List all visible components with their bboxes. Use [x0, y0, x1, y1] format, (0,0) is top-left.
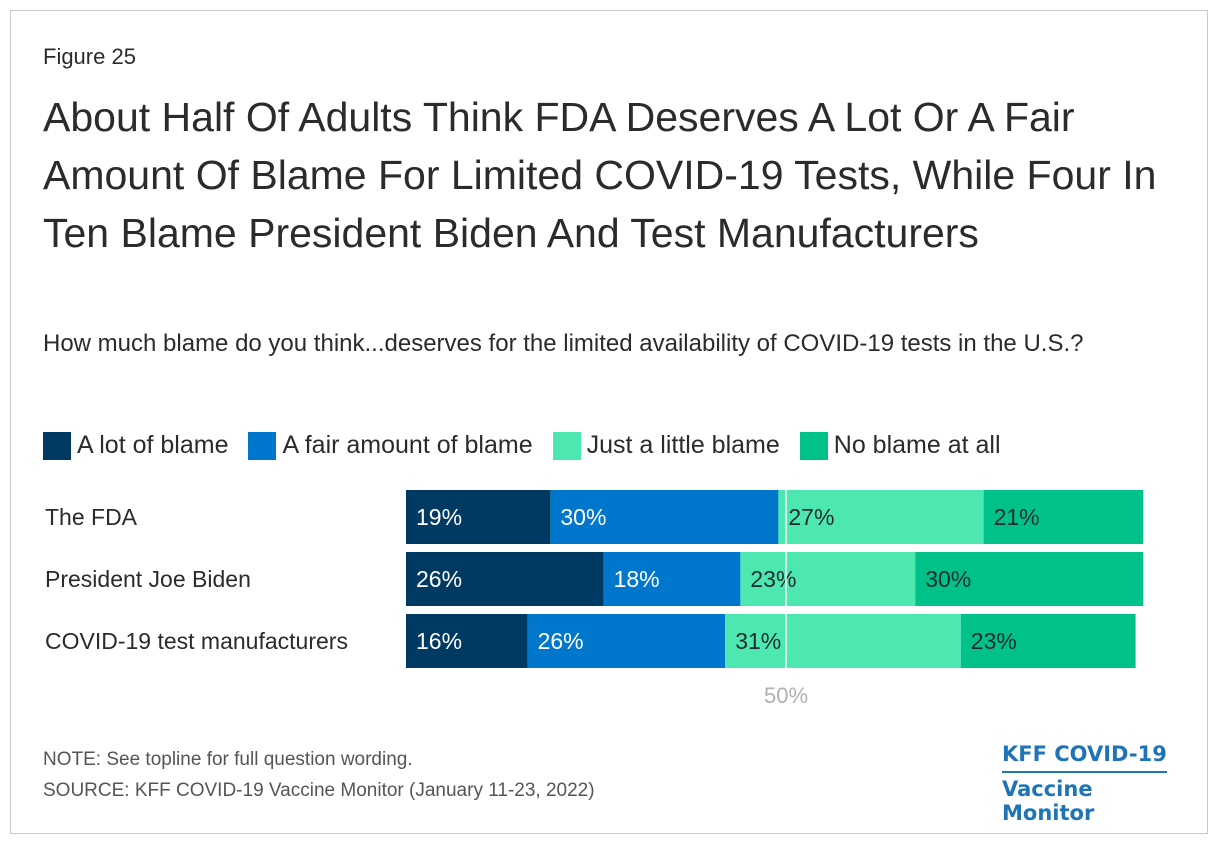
data-label: 31% [735, 628, 781, 654]
bar-segment [778, 490, 984, 544]
legend-label: A lot of blame [77, 431, 229, 459]
data-label: 27% [788, 504, 834, 530]
data-label: 26% [538, 628, 584, 654]
legend-label: Just a little blame [586, 431, 780, 459]
bar-segment [406, 552, 604, 606]
legend-swatch [799, 431, 828, 460]
data-label: 18% [614, 566, 660, 592]
legend: A lot of blame A fair amount of blame Ju… [43, 431, 1021, 460]
data-label: 30% [560, 504, 606, 530]
data-label: 26% [416, 566, 462, 592]
bar-segment [740, 552, 916, 606]
legend-item-a-lot: A lot of blame [43, 431, 228, 460]
chart-title: About Half Of Adults Think FDA Deserves … [43, 94, 1157, 256]
chart-subtitle: How much blame do you think...deserves f… [43, 330, 1084, 357]
data-label: 23% [750, 566, 796, 592]
category-label-biden: President Joe Biden [45, 566, 251, 592]
figure-label: Figure 25 [43, 44, 136, 69]
reference-line-label: 50% [764, 683, 808, 708]
bar-segment [550, 490, 779, 544]
note-text: NOTE: See topline for full question word… [43, 749, 413, 770]
bar-segment [960, 614, 1136, 668]
legend-swatch [248, 431, 277, 460]
data-label: 19% [416, 504, 462, 530]
category-label-fda: The FDA [45, 504, 138, 530]
legend-label: No blame at all [833, 431, 1001, 459]
legend-swatch [43, 431, 71, 460]
logo-line-2: Vaccine Monitor [1002, 777, 1095, 825]
bar-segment [527, 614, 726, 668]
source-text: SOURCE: KFF COVID-19 Vaccine Monitor (Ja… [43, 780, 595, 801]
bar-segment [406, 490, 551, 544]
legend-label: A fair amount of blame [282, 431, 533, 459]
bar-segment [603, 552, 741, 606]
data-label: 21% [994, 504, 1040, 530]
legend-item-fair-amount: A fair amount of blame [248, 431, 533, 460]
bar-segment [983, 490, 1144, 544]
kff-logo: KFF COVID-19 Vaccine Monitor [1002, 742, 1177, 825]
data-label: 23% [971, 628, 1017, 654]
logo-line-1: KFF COVID-19 [1002, 742, 1167, 773]
bar-segment [725, 614, 961, 668]
legend-item-no-blame: No blame at all [799, 431, 1001, 460]
bar-segment [915, 552, 1144, 606]
legend-swatch [552, 431, 581, 460]
category-label-manufacturers: COVID-19 test manufacturers [45, 628, 348, 654]
bar-segment [406, 614, 528, 668]
legend-item-just-a-little: Just a little blame [552, 431, 780, 460]
data-label: 30% [925, 566, 971, 592]
figure-frame [10, 10, 1208, 834]
data-label: 16% [416, 628, 462, 654]
